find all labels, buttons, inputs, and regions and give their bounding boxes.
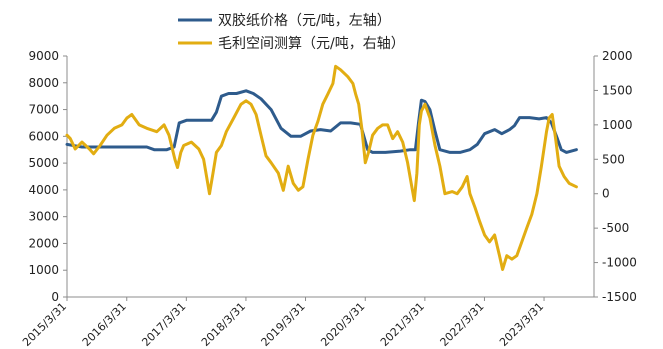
x-tick-label: 2020/3/31 — [318, 300, 367, 349]
right-tick-label: 1000 — [602, 118, 633, 132]
x-tick-label: 2021/3/31 — [378, 300, 427, 349]
x-tick-label: 2016/3/31 — [80, 300, 129, 349]
right-tick-label: -500 — [602, 221, 629, 235]
legend-label: 双胶纸价格（元/吨，左轴） — [218, 12, 391, 29]
left-tick-label: 8000 — [28, 76, 59, 90]
left-tick-label: 2000 — [28, 236, 59, 250]
legend-label: 毛利空间测算（元/吨，右轴） — [218, 36, 405, 52]
x-tick-label: 2015/3/31 — [20, 300, 69, 349]
x-tick-label: 2017/3/31 — [139, 300, 188, 349]
left-tick-label: 5000 — [28, 156, 59, 170]
right-tick-label: -1500 — [602, 290, 637, 304]
left-tick-label: 4000 — [28, 183, 59, 197]
left-tick-label: 6000 — [28, 129, 59, 143]
left-tick-label: 9000 — [28, 49, 59, 63]
series-line-gross-margin — [65, 64, 578, 271]
right-tick-label: 500 — [602, 152, 625, 166]
x-tick-label: 2023/3/31 — [497, 300, 546, 349]
legend: 双胶纸价格（元/吨，左轴） 毛利空间测算（元/吨，右轴） — [178, 12, 405, 52]
right-tick-label: 2000 — [602, 49, 633, 63]
left-tick-label: 1000 — [28, 263, 59, 277]
left-tick-label: 3000 — [28, 210, 59, 224]
right-tick-label: -1000 — [602, 256, 637, 270]
left-tick-label: 7000 — [28, 103, 59, 117]
right-tick-label: 0 — [602, 187, 610, 201]
series-line-paper-price — [65, 89, 578, 154]
x-tick-label: 2022/3/31 — [437, 300, 486, 349]
x-tick-label: 2019/3/31 — [259, 300, 308, 349]
series-group — [65, 64, 578, 271]
right-tick-label: 1500 — [602, 83, 633, 97]
x-tick-label: 2018/3/31 — [199, 300, 248, 349]
left-tick-label: 0 — [51, 290, 59, 304]
